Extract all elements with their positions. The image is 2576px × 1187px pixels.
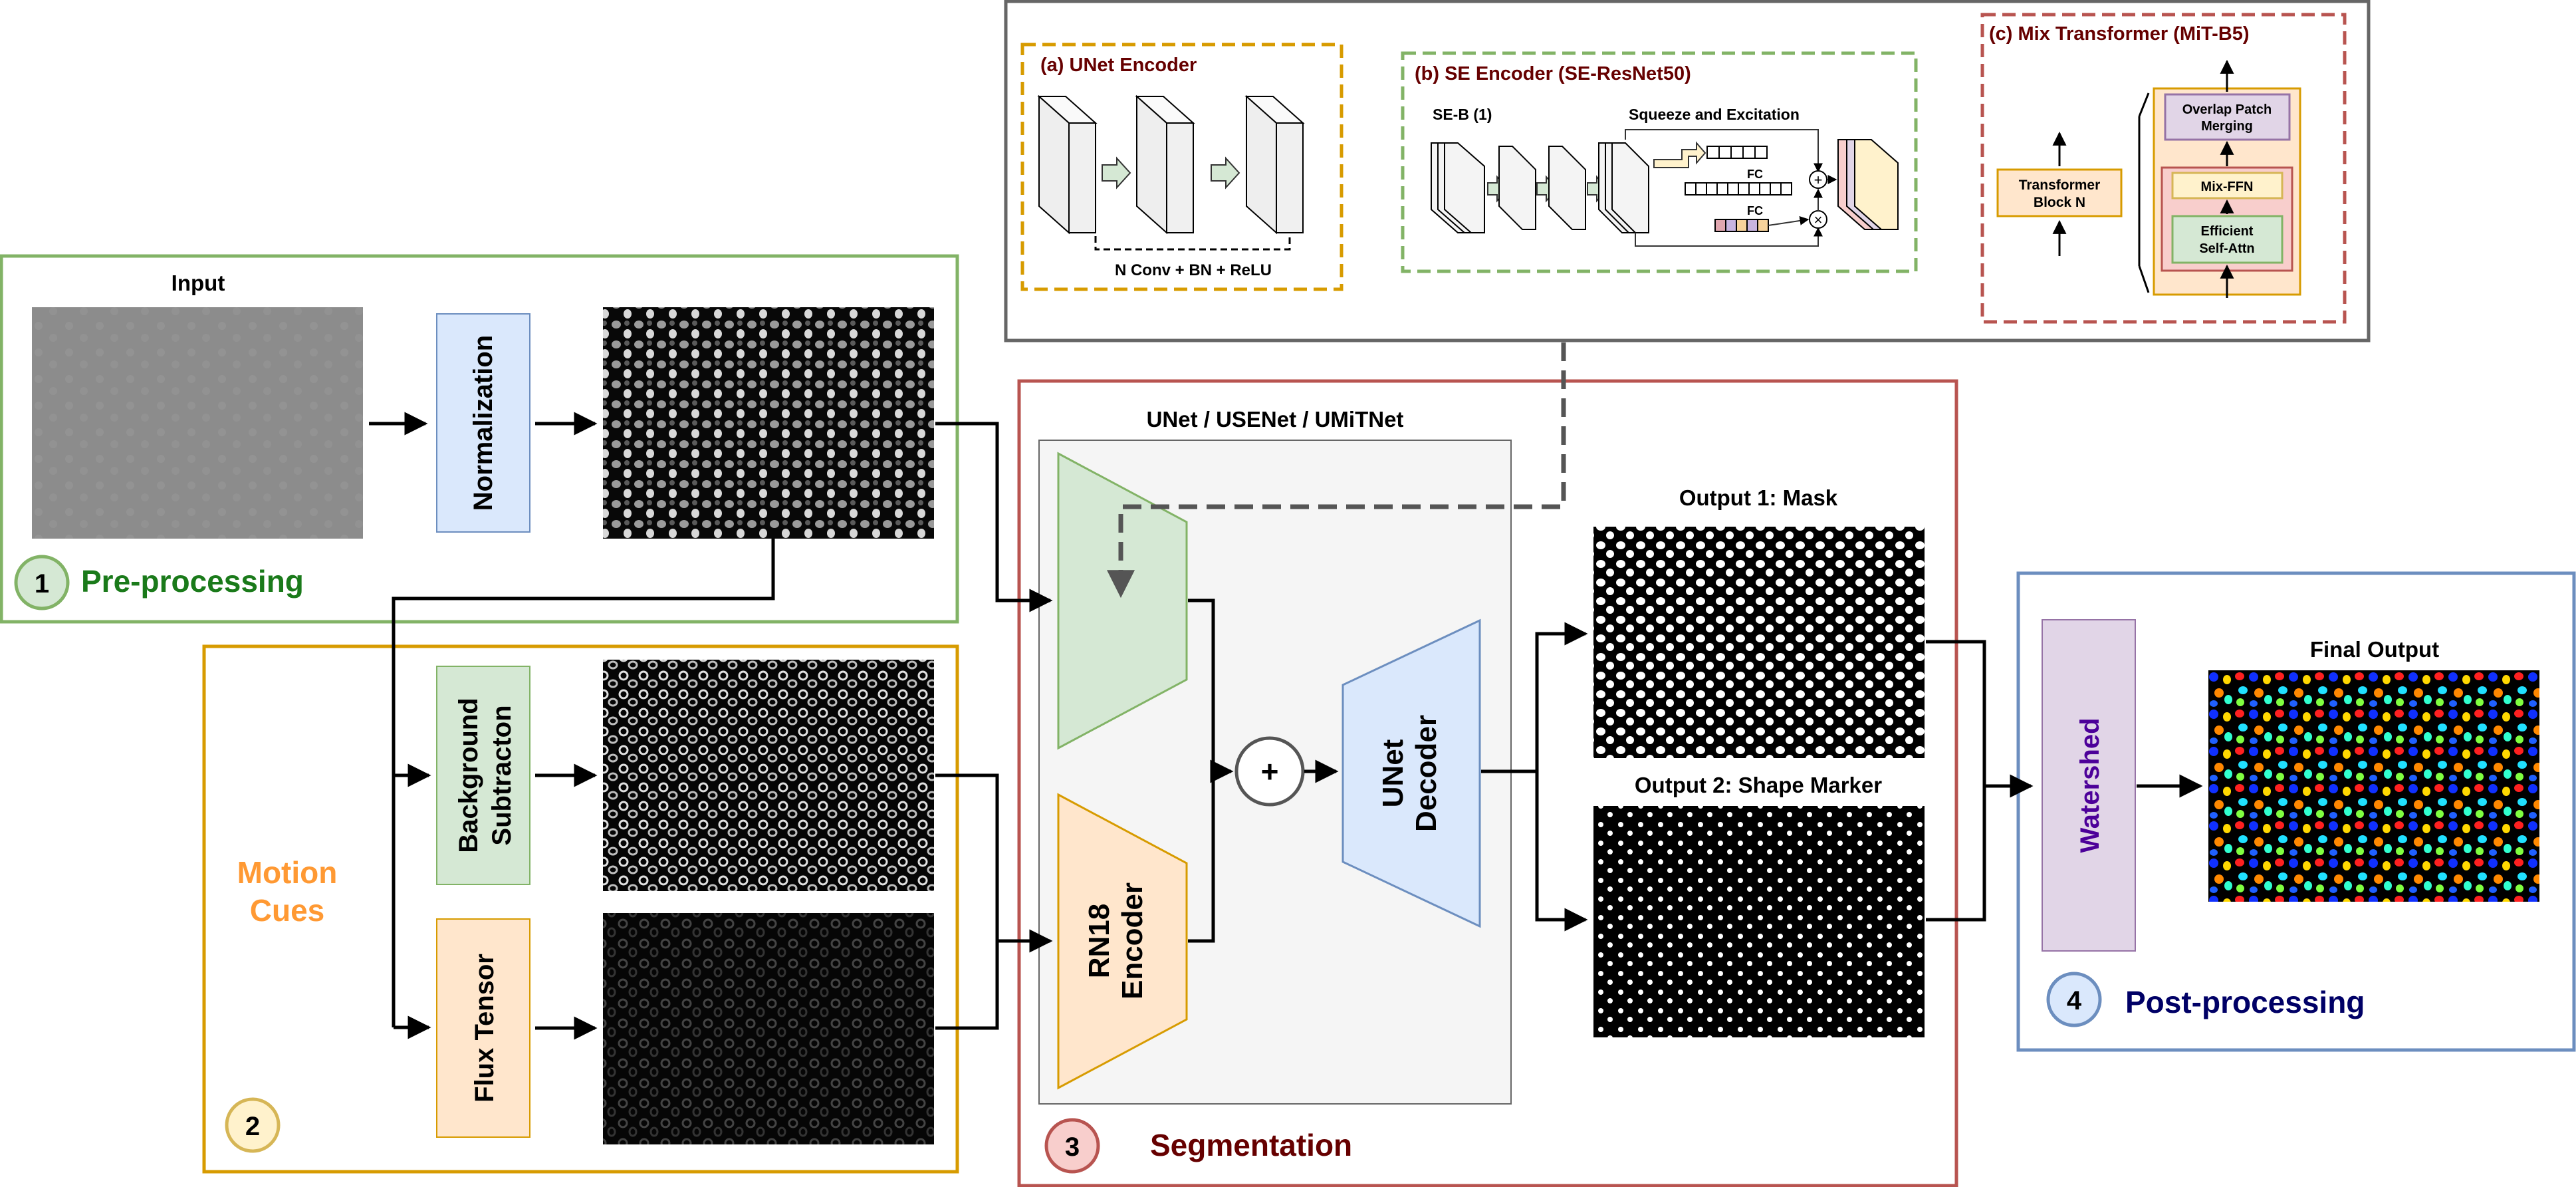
seb-label: SE-B (1) (1433, 106, 1492, 123)
merge-line1: Overlap Patch (2182, 102, 2272, 117)
se-fc-to-mult (1768, 215, 1810, 226)
variant-encoder (1057, 452, 1188, 750)
normalized-image (603, 307, 934, 539)
output2-label: Output 2: Shape Marker (1635, 773, 1882, 797)
se-squeeze-arrow (1653, 141, 1706, 168)
overlap-patch-merging (2164, 93, 2291, 141)
unet-arrow-2 (1211, 156, 1240, 190)
input-image (32, 307, 363, 539)
squeeze-label: Squeeze and Excitation (1629, 106, 1800, 123)
fc-label-1: FC (1747, 168, 1763, 181)
se-feature-stack-1 (1431, 142, 1485, 233)
bg-sub-line2: Subtracton (487, 705, 517, 845)
unet-block-2 (1135, 94, 1195, 235)
fc-label-2: FC (1747, 204, 1763, 217)
segmentation-number: 3 (1065, 1132, 1080, 1162)
se-output-stack (1837, 139, 1899, 230)
unet-arrow-1 (1102, 156, 1131, 190)
encoder-variant-link (1107, 342, 1566, 598)
network-title: UNet / USENet / UMiTNet (1147, 407, 1404, 432)
segmentation-label: Segmentation (1150, 1128, 1352, 1162)
transformer-block-line2: Block N (2034, 195, 2085, 210)
decoder-line1: UNet (1377, 739, 1409, 807)
postprocessing-number-badge (2046, 972, 2102, 1027)
watershed-label: Watershed (2075, 718, 2105, 853)
motion-label-line2: Cues (250, 893, 324, 928)
motion-label-line1: Motion (237, 855, 338, 890)
postprocessing-label: Post-processing (2125, 985, 2365, 1019)
arrow-variant-to-fusion (1188, 598, 1234, 783)
transformer-block (1996, 168, 2123, 217)
bg-sub-line1: Background (454, 698, 483, 853)
unet-decoder (1342, 618, 1481, 928)
normalization-label: Normalization (469, 335, 498, 511)
segmentation-number-badge (1044, 1118, 1100, 1174)
se-skip-line (1625, 129, 1823, 173)
fusion-add-symbol: + (1261, 754, 1279, 789)
mit-expand-bracket (2138, 92, 2150, 293)
flux-tensor-image (603, 913, 934, 1144)
final-output-image (2208, 670, 2539, 902)
se-encoder-box: (b) SE Encoder (SE-ResNet50) SE-B (1) Sq… (1401, 51, 1918, 273)
arrow-bg-to-rn18 (935, 773, 1053, 953)
arrow-rn18-to-fusion (1188, 771, 1215, 943)
se-add-symbol: + (1814, 172, 1823, 188)
se-encoder-title: (b) SE Encoder (SE-ResNet50) (1415, 63, 1691, 84)
rn18-encoder (1057, 793, 1188, 1090)
unet-encoder-box: (a) UNet Encoder N Conv + BN + ReLU (1020, 43, 1344, 291)
flux-tensor-block (436, 918, 530, 1138)
self-attn-block (2171, 215, 2283, 264)
self-attn-line1: Efficient (2201, 224, 2254, 239)
mix-ffn-block (2171, 172, 2283, 199)
se-vector-2 (1685, 182, 1792, 196)
se-mult-symbol: × (1814, 211, 1823, 228)
se-vector-1 (1706, 146, 1768, 159)
rn18-line1: RN18 (1083, 904, 1115, 979)
se-feature-stack-3 (1548, 146, 1586, 230)
output2-marker-image (1593, 806, 1925, 1037)
arrow-norm-to-variant-encoder (935, 422, 1053, 612)
connector-norm-to-motion (392, 539, 775, 1027)
unet-encoder-caption: N Conv + BN + ReLU (1115, 261, 1272, 279)
se-scale-line (1635, 227, 1823, 247)
unet-block-1 (1037, 94, 1098, 235)
final-output-label: Final Output (2310, 637, 2439, 662)
decoder-line2: Decoder (1410, 715, 1443, 832)
se-feature-stack-2 (1498, 146, 1536, 230)
self-attn-line2: Self-Attn (2199, 241, 2254, 256)
background-subtraction-block (436, 666, 530, 885)
se-feature-stack-4 (1598, 142, 1649, 233)
merge-line2: Merging (2201, 119, 2253, 134)
preprocessing-number: 1 (35, 569, 49, 598)
mit-encoder-box: (c) Mix Transformer (MiT-B5) Transformer… (1980, 13, 2347, 324)
output1-mask-image (1593, 527, 1925, 758)
input-label: Input (172, 271, 225, 295)
rn18-line2: Encoder (1116, 882, 1149, 999)
mix-ffn-label: Mix-FFN (2201, 180, 2254, 194)
unet-skip-bracket (1094, 236, 1291, 251)
normalization-block (436, 313, 530, 533)
preprocessing-label: Pre-processing (81, 564, 304, 598)
motion-number-badge (225, 1097, 281, 1153)
flux-tensor-label: Flux Tensor (470, 954, 499, 1103)
arrow-decoder-to-output2 (1535, 771, 1588, 932)
postprocessing-number: 4 (2067, 986, 2082, 1015)
mit-encoder-title: (c) Mix Transformer (MiT-B5) (1989, 23, 2250, 45)
transformer-block-line1: Transformer (2019, 178, 2101, 193)
fusion-add-node (1234, 736, 1305, 807)
background-subtraction-image (603, 660, 934, 891)
se-vector-3 (1714, 219, 1769, 232)
unet-encoder-title: (a) UNet Encoder (1040, 55, 1197, 76)
arrow-flux-to-rn18 (935, 941, 999, 1030)
unet-block-3 (1244, 94, 1305, 235)
arrow-outputs-to-watershed (1926, 640, 2031, 922)
output1-label: Output 1: Mask (1679, 485, 1838, 510)
watershed-block (2042, 619, 2136, 952)
arrow-decoder-to-outputs (1481, 622, 1588, 773)
motion-number: 2 (245, 1112, 260, 1141)
preprocessing-number-badge (14, 555, 70, 610)
